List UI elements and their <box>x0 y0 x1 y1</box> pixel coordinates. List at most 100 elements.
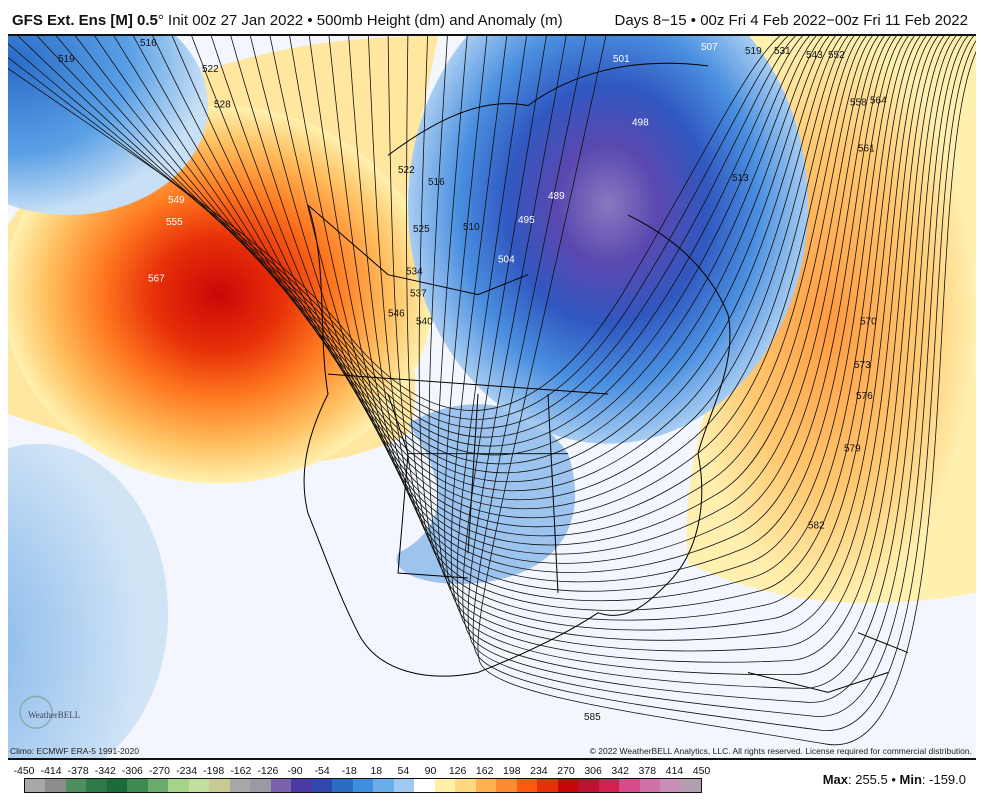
colorbar-tick-label: -162 <box>230 765 252 777</box>
map-title: GFS Ext. Ens [M] 0.5° Init 00z 27 Jan 20… <box>12 12 563 29</box>
colorbar-swatch <box>106 779 128 792</box>
contour-label: 516 <box>428 177 445 188</box>
contour-label: 528 <box>214 100 231 111</box>
colorbar-swatch <box>660 779 681 792</box>
contour-label: 504 <box>498 255 515 266</box>
contour-label: 579 <box>844 444 861 455</box>
colorbar-swatch <box>209 779 230 792</box>
contour-label: 513 <box>732 173 749 184</box>
max-value: : 255.5 • <box>847 772 900 787</box>
height-contour <box>418 36 934 631</box>
height-contour <box>472 36 976 731</box>
trough-anomaly <box>408 36 808 444</box>
contour-label: 495 <box>518 215 535 226</box>
colorbar-swatch <box>250 779 271 792</box>
contour-label: 558 <box>850 98 867 109</box>
height-contour <box>171 36 855 510</box>
contour-label: 552 <box>828 50 845 61</box>
colorbar-swatch <box>147 779 169 792</box>
contour-label: 567 <box>148 274 165 285</box>
contour-label: 519 <box>745 46 762 57</box>
contour-label: 531 <box>774 46 791 57</box>
contour-label: 489 <box>548 191 565 202</box>
height-contour <box>132 36 843 492</box>
colorbar <box>24 778 702 793</box>
height-contour <box>269 36 886 555</box>
height-contour <box>55 36 817 456</box>
contour-label: 549 <box>168 195 185 206</box>
contour-label: 564 <box>870 96 887 107</box>
height-contour <box>467 36 975 717</box>
min-value: : -159.0 <box>921 772 966 787</box>
climo-note: Climo: ECMWF ERA-5 1991-2020 <box>10 746 139 756</box>
height-contour <box>210 36 867 528</box>
colorbar-swatch <box>680 779 701 792</box>
colorbar-tick-label: 270 <box>557 765 575 777</box>
height-contour <box>406 36 928 621</box>
colorbar-swatch <box>373 779 394 792</box>
colorbar-swatch <box>332 779 353 792</box>
colorbar-swatch <box>86 779 107 792</box>
colorbar-tick-label: -450 <box>13 765 35 777</box>
height-contour <box>444 36 951 663</box>
contour-label: 525 <box>413 224 430 235</box>
height-contour <box>368 36 916 602</box>
contour-label: 534 <box>406 267 423 278</box>
height-contour <box>456 36 963 689</box>
colorbar-swatch <box>557 779 579 792</box>
colorbar-tick-label: 162 <box>475 765 494 777</box>
colorbar-labels: -450 -414 -378 -342 -306 -270 -234 -198 -162 -126… <box>13 765 712 777</box>
colorbar-tick-label: -90 <box>287 765 303 777</box>
contour-label: 516 <box>140 38 157 49</box>
sw-low-anomaly <box>8 443 168 758</box>
height-contour <box>17 36 804 438</box>
height-contours <box>8 36 976 745</box>
degree-symbol: ° <box>157 12 164 29</box>
contour-labels: 519 516 522 528 549 555 567 501 507 519 531 543 552 5… <box>58 38 887 723</box>
height-contour <box>328 36 904 583</box>
min-label: Min <box>899 772 922 787</box>
height-contour <box>477 36 976 745</box>
contour-label: 585 <box>584 712 601 723</box>
height-contour <box>450 36 957 675</box>
coastlines-borders <box>303 62 909 693</box>
colorbar-swatch <box>168 779 189 792</box>
height-contour <box>308 36 898 573</box>
contour-label: 582 <box>808 520 825 531</box>
colorbar-swatch <box>455 779 476 792</box>
colorbar-swatch <box>229 779 251 792</box>
colorbar-tick-label: -18 <box>341 765 357 777</box>
contour-label: 507 <box>701 42 718 53</box>
height-contour <box>74 36 824 465</box>
height-contour <box>436 36 945 652</box>
colorbar-tick-label: 234 <box>530 765 548 777</box>
colorbar-swatch <box>291 779 312 792</box>
contour-label: 570 <box>860 316 877 327</box>
colorbar-tick-label: -234 <box>176 765 198 777</box>
valid-period: Days 8−15 • 00z Fri 4 Feb 2022−00z Fri 1… <box>614 12 968 29</box>
logo-text: WeatherBELL <box>28 710 80 720</box>
colorbar-swatch <box>188 779 210 792</box>
contour-label: 543 <box>806 50 823 61</box>
colorbar-swatch <box>65 779 87 792</box>
colorbar-tick-label: 126 <box>448 765 467 777</box>
model-name: GFS Ext. Ens [M] 0.5 <box>12 12 158 29</box>
max-min-readout: Max: 255.5 • Min: -159.0 <box>823 772 966 787</box>
height-contour <box>113 36 836 483</box>
colorbar-swatch <box>25 779 46 792</box>
colorbar-tick-label: -54 <box>314 765 330 777</box>
contour-label: 555 <box>166 217 183 228</box>
contour-label: 546 <box>388 308 405 319</box>
colorbar-swatch <box>270 779 292 792</box>
height-contour <box>152 36 849 501</box>
colorbar-swatch <box>414 779 435 792</box>
colorbar-tick-label: -378 <box>67 765 89 777</box>
colorbar-swatch <box>475 779 497 792</box>
colorbar-tick-label: 198 <box>503 765 521 777</box>
colorbar-tick-label: -342 <box>94 765 116 777</box>
colorbar-tick-label: 18 <box>370 765 383 777</box>
contour-label: 522 <box>398 165 415 176</box>
colorbar-tick-label: -270 <box>148 765 171 777</box>
colorbar-swatch <box>352 779 374 792</box>
